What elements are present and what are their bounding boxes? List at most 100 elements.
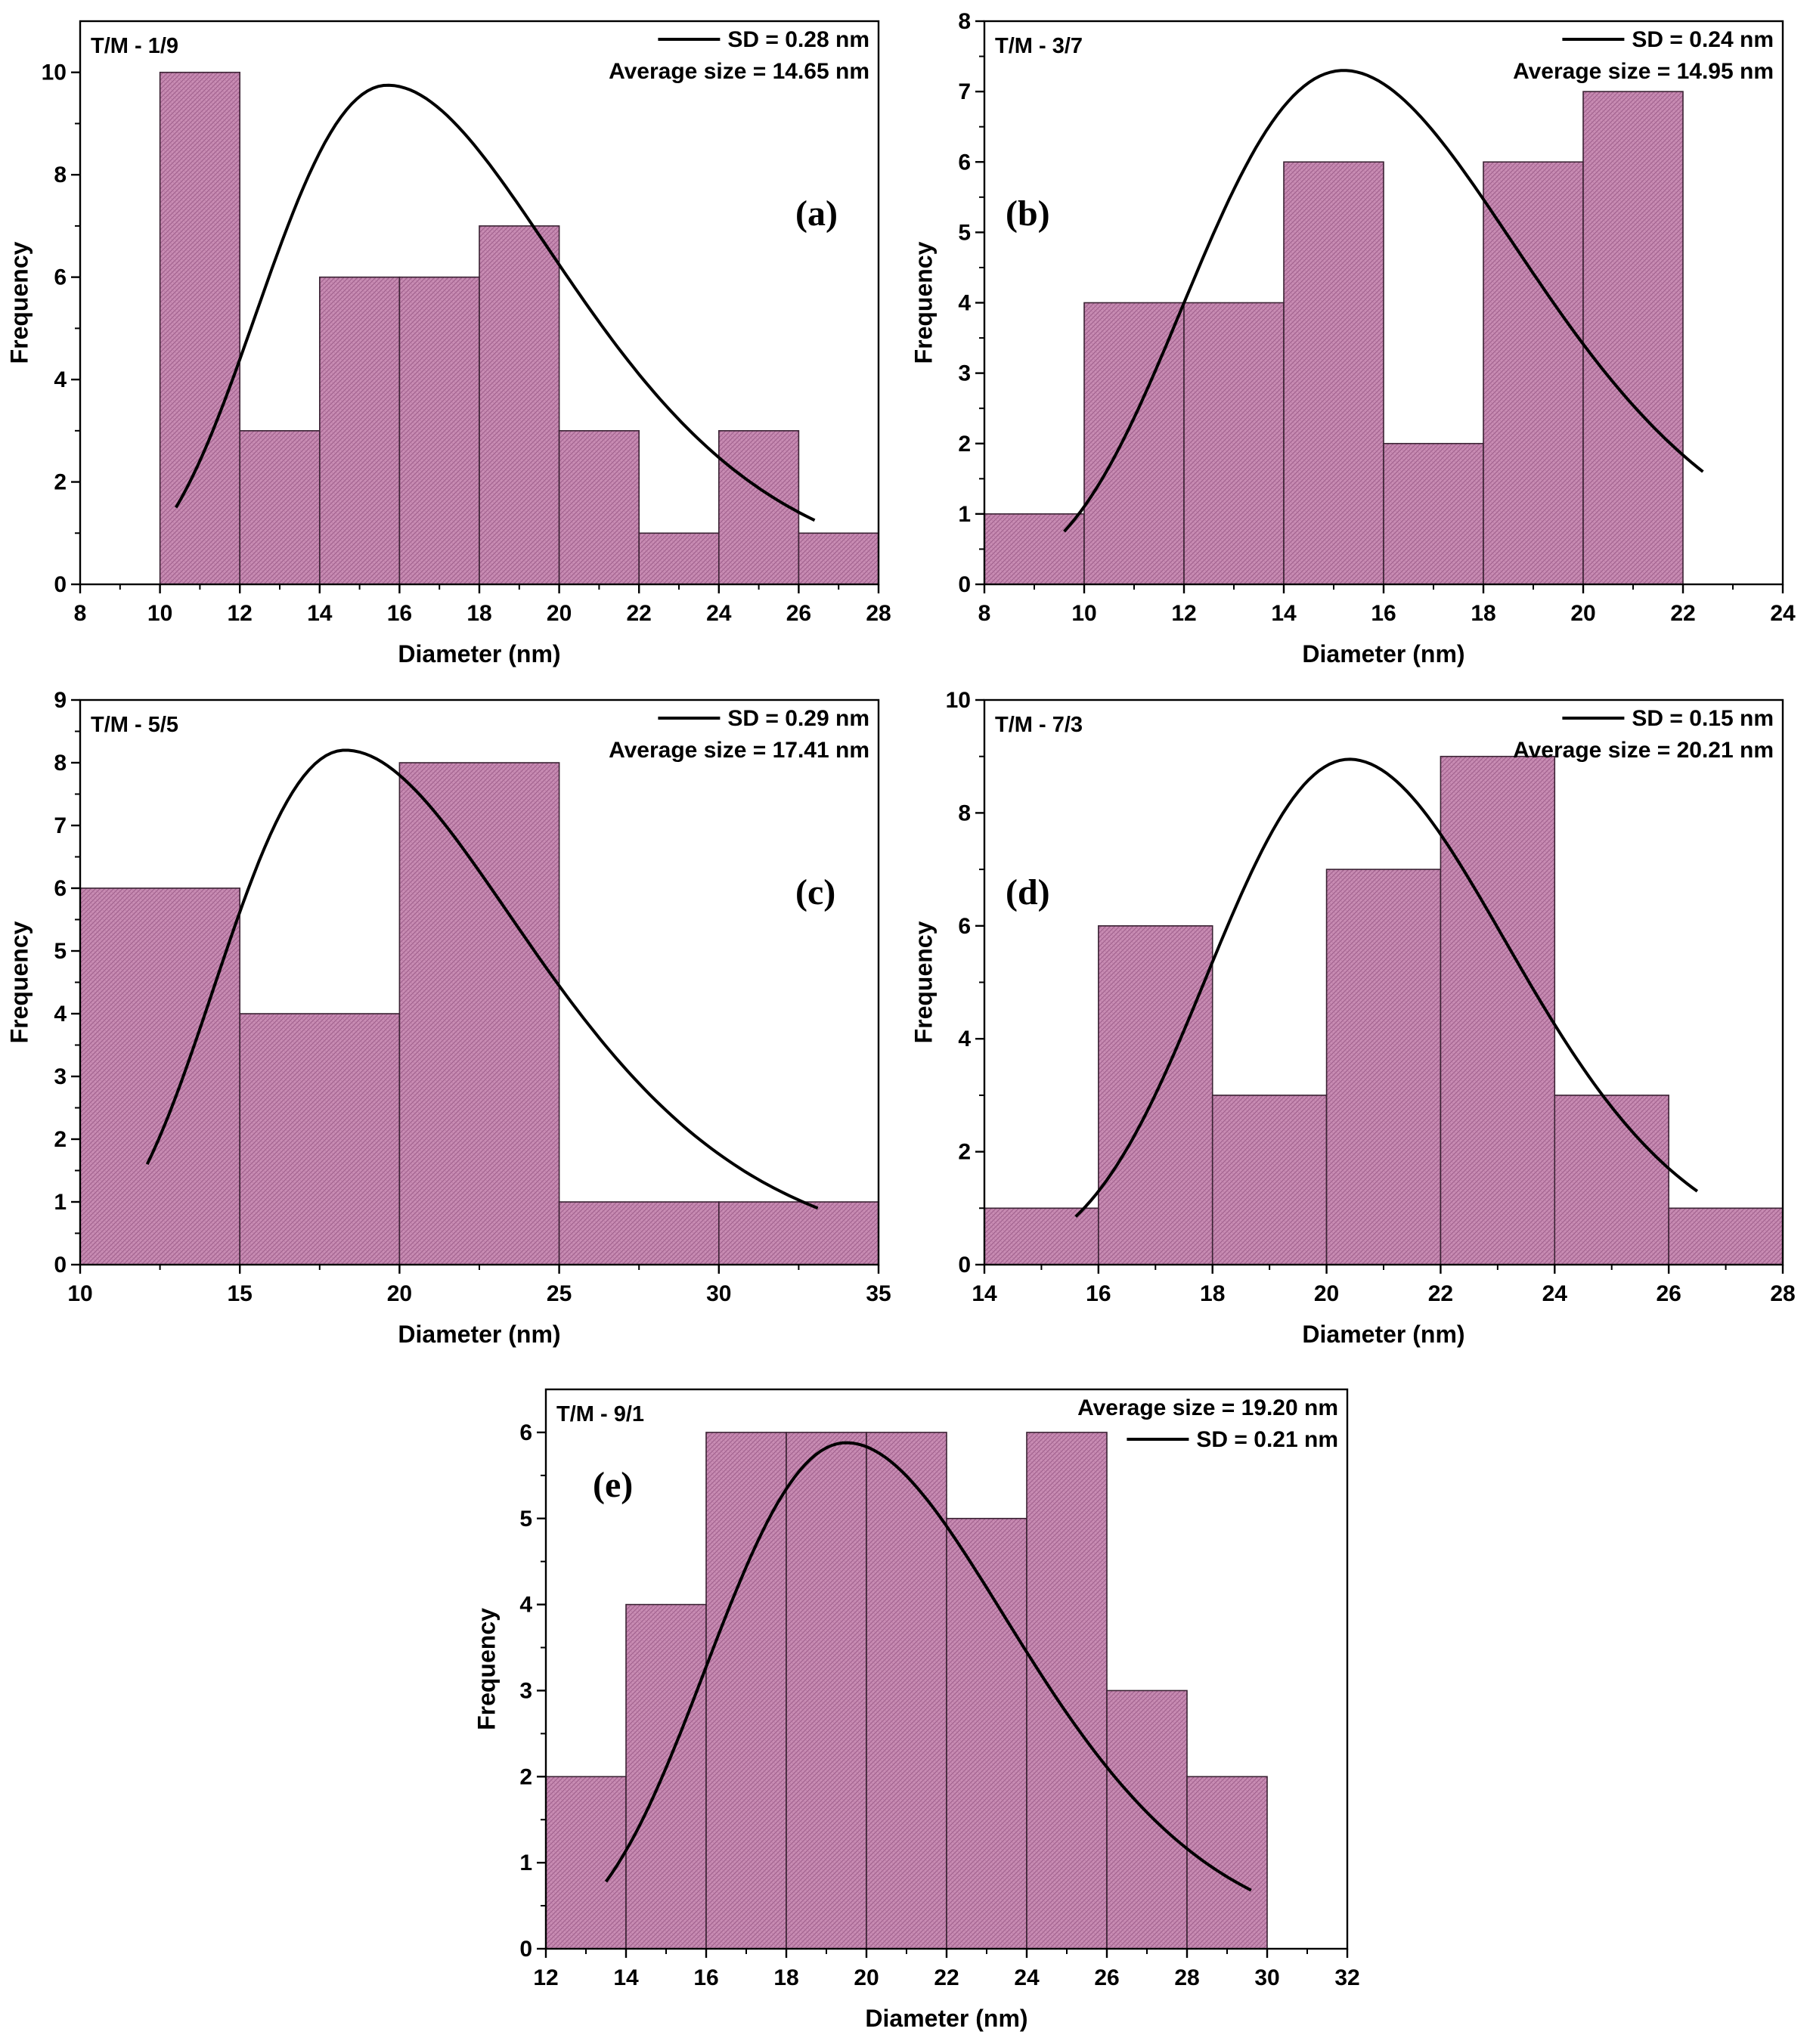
legend-average-label: Average size = 14.65 nm [609,59,869,84]
x-tick-label: 22 [627,601,652,626]
y-tick-label: 2 [54,470,67,495]
y-tick-label: 6 [958,914,971,939]
histogram-bar [984,1207,1099,1265]
x-tick-label: 26 [1094,1965,1119,1990]
y-axis-title: Frequency [5,241,33,364]
y-tick-label: 8 [54,751,67,776]
legend-sd-label: SD = 0.21 nm [1196,1427,1338,1452]
y-tick-label: 4 [54,367,67,392]
panel-label: (d) [1006,872,1050,912]
legend-average-label: Average size = 17.41 nm [609,738,869,763]
y-axis-title: Frequency [910,241,937,364]
histogram-bar [239,1013,401,1265]
fit-curve [174,83,816,522]
x-tick-label: 10 [67,1281,92,1306]
x-tick-label: 14 [1271,601,1297,626]
x-tick-label: 24 [1770,601,1796,626]
x-axis-title: Diameter (nm) [398,1321,560,1348]
x-tick-label: 28 [866,601,891,626]
panel-label: (c) [795,872,835,912]
x-tick-label: 15 [228,1281,253,1306]
histogram-bar [1582,91,1684,585]
x-tick-label: 10 [1071,601,1096,626]
histogram-bar [1186,1776,1268,1950]
x-tick-label: 28 [1770,1281,1795,1306]
x-tick-label: 24 [1542,1281,1568,1306]
y-tick-label: 8 [958,9,971,34]
histogram-bar [479,225,560,585]
x-tick-label: 18 [773,1965,798,1990]
panel-label: (a) [795,194,838,234]
x-tick-label: 20 [547,601,572,626]
y-tick-label: 4 [519,1593,532,1618]
y-tick-label: 3 [54,1064,67,1089]
y-tick-label: 6 [54,876,67,901]
histogram-bar [717,430,800,585]
sample-label: T/M - 3/7 [995,34,1083,58]
y-tick-label: 9 [54,688,67,713]
x-tick-label: 10 [147,601,172,626]
fit-curve [604,1441,1252,1892]
histogram-bar [558,1201,720,1265]
histogram-bar [558,430,640,585]
y-axis-title: Frequency [5,921,33,1043]
fit-curve [1074,757,1699,1218]
histogram-bar [79,887,240,1265]
histogram-bar [239,430,321,585]
x-tick-label: 18 [1200,1281,1225,1306]
sample-label: T/M - 1/9 [91,34,178,58]
legend-sd-label: SD = 0.29 nm [727,706,869,731]
x-axis-title: Diameter (nm) [865,2005,1027,2032]
x-tick-label: 25 [547,1281,572,1306]
x-tick-label: 20 [387,1281,412,1306]
histogram-bar [1383,442,1484,585]
y-tick-label: 0 [958,572,971,597]
y-tick-label: 0 [54,1253,67,1278]
histogram-bar [1440,755,1556,1265]
y-tick-label: 3 [519,1678,532,1703]
y-tick-label: 5 [54,939,67,964]
legend-sd-label: SD = 0.28 nm [727,27,869,52]
fit-curve [145,748,819,1210]
fit-curve [1063,69,1704,533]
histogram-bar [1106,1689,1188,1950]
panel-label: (e) [593,1465,633,1505]
legend-average-label: Average size = 19.20 nm [1077,1395,1338,1420]
histogram-bar [717,1201,879,1265]
y-axis-title: Frequency [910,921,937,1043]
y-axis-title: Frequency [473,1608,500,1730]
x-tick-label: 16 [1371,601,1396,626]
legend-sd-label: SD = 0.15 nm [1632,706,1774,731]
y-tick-label: 8 [958,801,971,825]
x-tick-label: 28 [1174,1965,1199,1990]
x-tick-label: 20 [854,1965,879,1990]
y-tick-label: 8 [54,163,67,187]
x-tick-label: 14 [307,601,333,626]
histogram-bar [1554,1095,1669,1265]
y-tick-label: 4 [958,1027,971,1051]
histogram-bar [318,276,401,585]
x-tick-label: 20 [1314,1281,1339,1306]
histogram-bar [1183,302,1285,585]
x-axis-title: Diameter (nm) [398,640,560,667]
x-tick-label: 16 [387,601,412,626]
y-tick-label: 2 [958,1140,971,1165]
y-tick-label: 3 [958,361,971,386]
y-tick-label: 6 [54,265,67,290]
y-tick-label: 7 [54,813,67,838]
histogram-bar [798,532,879,585]
x-tick-label: 22 [1428,1281,1453,1306]
y-tick-label: 6 [519,1420,532,1445]
x-tick-label: 22 [934,1965,959,1990]
y-tick-label: 1 [519,1850,532,1875]
y-tick-label: 2 [958,432,971,457]
x-tick-label: 32 [1334,1965,1359,1990]
x-tick-label: 12 [1171,601,1196,626]
y-tick-label: 10 [946,688,971,713]
x-tick-label: 30 [1254,1965,1279,1990]
sample-label: T/M - 5/5 [91,713,178,737]
